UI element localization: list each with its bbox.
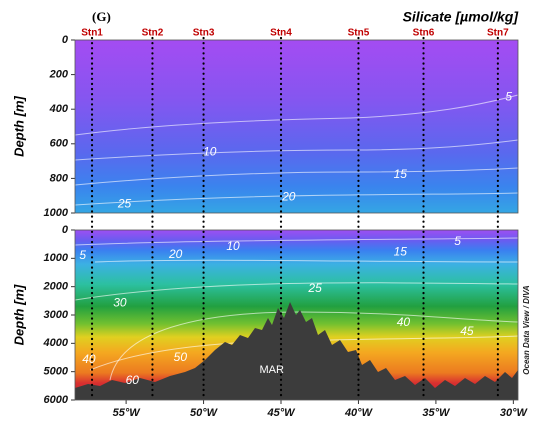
y-tick-label: 2000	[43, 281, 69, 293]
watermark: Ocean Data View / DIVA	[522, 285, 531, 375]
panel-top	[75, 40, 518, 213]
y-tick-label: 1000	[44, 207, 69, 219]
x-tick-label: 50°W	[190, 407, 219, 419]
station-label: Stn7	[487, 28, 509, 39]
contour-label: 20	[168, 247, 183, 261]
contour-label: 5	[454, 234, 461, 248]
x-tick-label: 30°W	[500, 407, 529, 419]
contour-label: 60	[126, 373, 140, 387]
station-label: Stn1	[81, 28, 103, 39]
y-tick-label: 600	[50, 138, 69, 150]
x-tick-label: 45°W	[266, 407, 296, 419]
bathymetry	[75, 302, 518, 400]
contour-label: 15	[394, 167, 408, 181]
x-tick-label: 40°W	[344, 407, 374, 419]
station-label: Stn5	[348, 28, 370, 39]
station-label: Stn2	[142, 28, 164, 39]
contour-label: 10	[226, 239, 240, 253]
y-tick-label: 200	[49, 69, 69, 81]
contour-label: 45	[460, 324, 474, 338]
y-tick-label: 400	[49, 103, 69, 115]
y-tick-label: 5000	[44, 366, 69, 378]
y-tick-label: 4000	[43, 337, 69, 349]
station-label: Stn3	[193, 28, 215, 39]
contour-label: 20	[281, 190, 296, 204]
contour-label: 25	[307, 281, 322, 295]
y-tick-label: 6000	[44, 394, 69, 406]
annotation: MAR	[259, 364, 284, 376]
x-tick-label: 55°W	[113, 407, 142, 419]
contour-label: 40	[82, 352, 96, 366]
contour-label: 15	[394, 244, 408, 258]
y-axis-label: Depth [m]	[11, 96, 26, 157]
contour-lines	[74, 94, 519, 381]
contour-label: 40	[397, 315, 411, 329]
x-tick-label: 35°W	[422, 407, 451, 419]
y-tick-label: 1000	[44, 252, 69, 264]
contour-label: 50	[174, 350, 188, 364]
contour-label: 10	[203, 145, 217, 159]
y-axis-label: Depth [m]	[11, 284, 26, 345]
chart-title: Silicate [µmol/kg]	[403, 9, 520, 25]
y-tick-label: 0	[62, 224, 69, 236]
y-tick-label: 0	[62, 34, 69, 46]
station-label: Stn4	[270, 28, 292, 39]
contour-label: 25	[117, 197, 132, 211]
panel-frame	[74, 229, 519, 401]
panel-frame	[74, 39, 519, 214]
y-tick-label: 3000	[44, 309, 69, 321]
station-label: Stn6	[413, 28, 435, 39]
contour-label: 5	[79, 248, 86, 262]
y-tick-label: 800	[50, 172, 69, 184]
contour-label: 30	[113, 295, 127, 309]
panel-tag: (G)	[92, 9, 111, 24]
contour-label: 5	[505, 89, 512, 103]
